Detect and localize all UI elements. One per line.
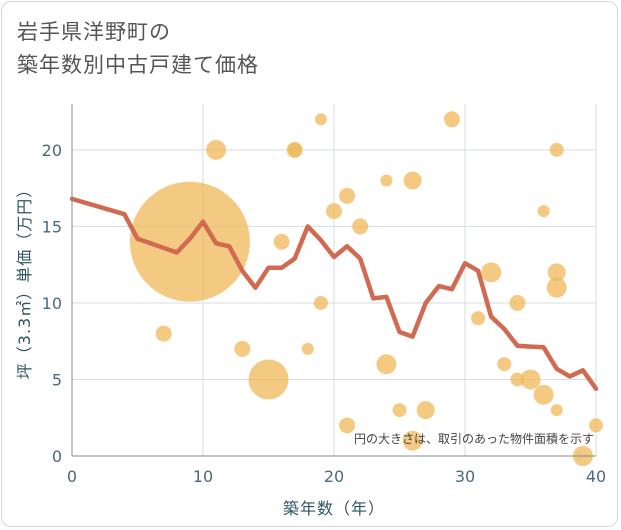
scatter-point bbox=[549, 142, 564, 157]
scatter-point bbox=[471, 311, 486, 326]
title-line-2: 築年数別中古戸建て価格 bbox=[17, 53, 259, 77]
size-note: 円の大きさは、取引のあった物件面積を示す bbox=[354, 431, 594, 446]
scatter-point bbox=[352, 218, 369, 235]
scatter-point bbox=[392, 403, 407, 418]
scatter-point bbox=[206, 139, 227, 160]
scatter-point bbox=[509, 294, 526, 311]
scatter-point bbox=[510, 372, 525, 387]
scatter-point bbox=[273, 233, 290, 250]
scatter-point bbox=[402, 430, 423, 451]
scatter-point bbox=[547, 263, 566, 282]
x-tick-label: 0 bbox=[67, 467, 77, 486]
x-tick-label: 20 bbox=[324, 467, 344, 486]
axes: 0 10 20 30 40 0 5 10 15 20 bbox=[42, 104, 606, 486]
scatter-point bbox=[403, 171, 422, 190]
scatter-point bbox=[546, 277, 567, 298]
y-axis-title: 坪（3.3㎡）単価（万円） bbox=[15, 181, 34, 379]
x-axis-title: 築年数（年） bbox=[283, 499, 385, 518]
chart-title: 岩手県洋野町の築年数別中古戸建て価格 bbox=[17, 16, 259, 82]
y-tick-label: 0 bbox=[52, 447, 62, 466]
scatter-point bbox=[589, 418, 603, 433]
scatter-point bbox=[248, 359, 289, 400]
y-tick-label: 5 bbox=[52, 370, 62, 389]
x-tick-label: 10 bbox=[193, 467, 213, 486]
scatter-point bbox=[326, 203, 342, 220]
scatter-point bbox=[533, 384, 554, 405]
scatter-point bbox=[497, 357, 512, 372]
scatter-point bbox=[339, 187, 356, 204]
scatter-point bbox=[443, 111, 460, 128]
scatter-point bbox=[416, 401, 435, 420]
scatter-point bbox=[155, 325, 172, 342]
scatter-point bbox=[537, 205, 550, 218]
scatter-point bbox=[314, 113, 327, 126]
scatter-point bbox=[234, 340, 251, 357]
x-tick-label: 30 bbox=[455, 467, 475, 486]
scatter-point bbox=[481, 262, 502, 283]
scatter-point bbox=[550, 404, 563, 417]
scatter-point bbox=[287, 142, 302, 157]
title-line-1: 岩手県洋野町の bbox=[17, 20, 171, 44]
x-tick-label: 40 bbox=[586, 467, 606, 486]
scatter-point bbox=[520, 369, 541, 390]
scatter-point bbox=[313, 295, 328, 310]
y-tick-label: 15 bbox=[42, 217, 62, 236]
average-line bbox=[69, 196, 599, 391]
y-tick-label: 10 bbox=[42, 294, 62, 313]
average-price-line bbox=[69, 196, 599, 391]
scatter-point bbox=[339, 417, 356, 434]
scatter-bubbles bbox=[129, 111, 603, 466]
scatter-point bbox=[376, 354, 397, 375]
scatter-point bbox=[380, 174, 393, 187]
y-tick-label: 20 bbox=[42, 141, 62, 160]
scatter-point bbox=[301, 342, 314, 355]
